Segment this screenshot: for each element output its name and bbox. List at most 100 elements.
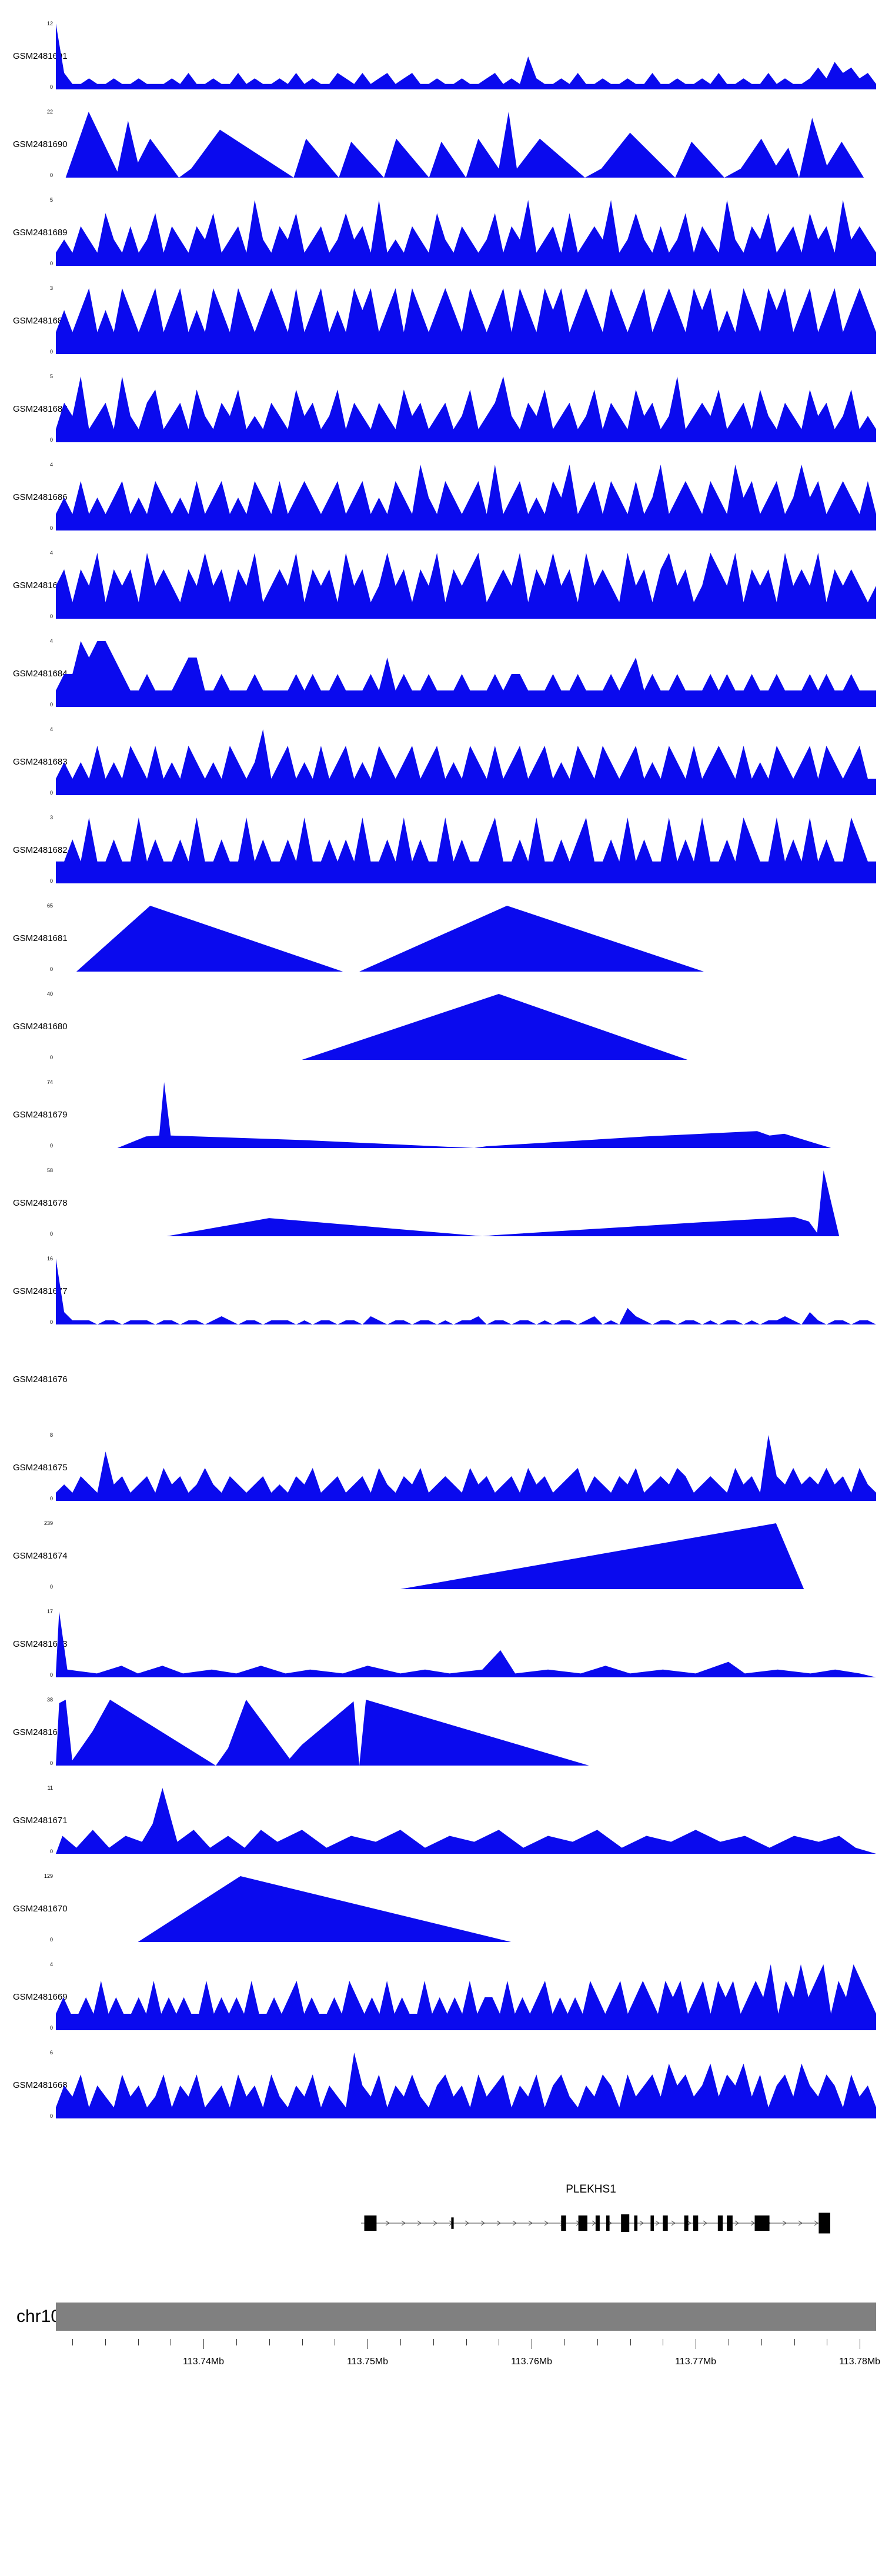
y-axis-max-label: 12 bbox=[46, 21, 53, 26]
exon-box bbox=[561, 2215, 566, 2231]
y-axis-max-label: 4 bbox=[49, 1961, 53, 1967]
strand-arrow-icon bbox=[734, 2220, 739, 2226]
signal-plot bbox=[56, 1964, 876, 2030]
gene-name-label: PLEKHS1 bbox=[566, 2183, 616, 2195]
signal-area bbox=[56, 112, 876, 178]
signal-track: GSM2481689 5 0 bbox=[0, 197, 882, 288]
signal-plot bbox=[56, 288, 876, 354]
track-label: GSM2481691 bbox=[13, 51, 68, 61]
exon-box bbox=[650, 2215, 654, 2231]
ruler-minor-tick bbox=[302, 2339, 303, 2345]
signal-area bbox=[56, 994, 876, 1060]
chromosome-label: chr10 bbox=[16, 2307, 61, 2326]
signal-area bbox=[56, 729, 876, 795]
signal-area bbox=[56, 1964, 876, 2030]
strand-arrow-icon bbox=[814, 2220, 818, 2226]
strand-arrow-icon bbox=[433, 2220, 437, 2226]
y-axis-zero-label: 0 bbox=[49, 966, 53, 972]
ruler-label: 113.75Mb bbox=[347, 2357, 389, 2367]
track-label: GSM2481680 bbox=[13, 1022, 68, 1032]
track-label: GSM2481672 bbox=[13, 1727, 68, 1737]
strand-arrow-icon bbox=[496, 2220, 501, 2226]
track-label: GSM2481690 bbox=[13, 139, 68, 149]
y-axis-zero-label: 0 bbox=[49, 1760, 53, 1766]
y-axis-max-label: 11 bbox=[47, 1785, 53, 1791]
signal-plot bbox=[56, 553, 876, 619]
signal-track: GSM2481671 11 0 bbox=[0, 1785, 882, 1876]
y-axis-max-label: 16 bbox=[46, 1256, 53, 1262]
track-label: GSM2481676 bbox=[13, 1374, 68, 1384]
signal-area bbox=[56, 906, 876, 972]
y-axis-zero-label: 0 bbox=[49, 1496, 53, 1501]
signal-track: GSM2481690 22 0 bbox=[0, 109, 882, 200]
y-axis-max-label: 5 bbox=[49, 373, 53, 379]
strand-arrow-icon bbox=[401, 2220, 406, 2226]
strand-arrow-icon bbox=[417, 2220, 422, 2226]
exon-box bbox=[684, 2215, 689, 2231]
signal-plot bbox=[56, 1611, 876, 1677]
y-axis-zero-label: 0 bbox=[49, 525, 53, 531]
y-axis-max-label: 8 bbox=[49, 1432, 53, 1438]
signal-plot bbox=[56, 1788, 876, 1854]
strand-arrow-icon bbox=[703, 2220, 707, 2226]
y-axis-zero-label: 0 bbox=[49, 878, 53, 884]
signal-area bbox=[56, 1611, 876, 1677]
exon-box bbox=[754, 2215, 770, 2231]
signal-track: GSM2481670 129 0 bbox=[0, 1873, 882, 1964]
strand-arrow-icon bbox=[528, 2220, 533, 2226]
strand-arrow-icon bbox=[750, 2220, 755, 2226]
strand-arrow-icon bbox=[385, 2220, 390, 2226]
signal-plot bbox=[56, 1876, 876, 1942]
track-label: GSM2481685 bbox=[13, 580, 68, 590]
signal-area bbox=[56, 1523, 876, 1589]
signal-track: GSM2481676 bbox=[0, 1347, 882, 1435]
exon-box bbox=[621, 2214, 630, 2232]
track-label: GSM2481677 bbox=[13, 1286, 68, 1296]
signal-track: GSM2481679 74 0 bbox=[0, 1079, 882, 1170]
signal-track: GSM2481687 5 0 bbox=[0, 373, 882, 465]
signal-area bbox=[56, 1259, 876, 1324]
signal-track: GSM2481684 4 0 bbox=[0, 638, 882, 729]
y-axis-max-label: 5 bbox=[49, 197, 53, 203]
signal-area bbox=[56, 465, 876, 530]
strand-arrow-icon bbox=[687, 2220, 691, 2226]
y-axis-max-label: 4 bbox=[49, 550, 53, 556]
signal-plot bbox=[56, 1700, 876, 1766]
ruler-minor-tick bbox=[630, 2339, 631, 2345]
signal-area bbox=[56, 200, 876, 266]
strand-arrow-icon bbox=[782, 2220, 787, 2226]
track-label: GSM2481679 bbox=[13, 1110, 68, 1120]
track-label: GSM2481678 bbox=[13, 1198, 68, 1208]
y-axis-max-label: 129 bbox=[44, 1873, 53, 1879]
signal-track: GSM2481674 239 0 bbox=[0, 1520, 882, 1611]
signal-track: GSM2481677 16 0 bbox=[0, 1256, 882, 1347]
y-axis-zero-label: 0 bbox=[49, 1319, 53, 1325]
y-axis-zero-label: 0 bbox=[49, 1937, 53, 1943]
ruler-minor-tick bbox=[564, 2339, 565, 2345]
chromosome-row: chr10 bbox=[0, 2303, 882, 2331]
y-axis-max-label: 17 bbox=[46, 1609, 53, 1614]
strand-arrow-icon bbox=[671, 2220, 676, 2226]
y-axis-zero-label: 0 bbox=[49, 613, 53, 619]
track-label: GSM2481681 bbox=[13, 933, 68, 943]
gene-model bbox=[360, 2213, 830, 2234]
track-label: GSM2481671 bbox=[13, 1816, 68, 1826]
ruler-major-tick bbox=[203, 2339, 205, 2349]
strand-arrow-icon bbox=[465, 2220, 469, 2226]
signal-track: GSM2481678 58 0 bbox=[0, 1167, 882, 1259]
y-axis-max-label: 40 bbox=[46, 991, 53, 997]
strand-arrow-icon bbox=[798, 2220, 803, 2226]
signal-area bbox=[56, 288, 876, 354]
y-axis-zero-label: 0 bbox=[49, 1672, 53, 1678]
exon-box bbox=[606, 2215, 610, 2231]
signal-track: GSM2481691 12 0 bbox=[0, 21, 882, 112]
signal-track: GSM2481680 40 0 bbox=[0, 991, 882, 1082]
exon-box bbox=[634, 2215, 638, 2231]
ruler-minor-tick bbox=[400, 2339, 401, 2345]
track-label: GSM2481675 bbox=[13, 1463, 68, 1473]
track-label: GSM2481688 bbox=[13, 316, 68, 326]
exon-box bbox=[818, 2213, 830, 2234]
signal-track: GSM2481686 4 0 bbox=[0, 462, 882, 553]
track-label: GSM2481673 bbox=[13, 1639, 68, 1649]
coordinate-ruler: 113.74Mb 113.75Mb 113.76Mb 113.77Mb 113.78Mb bbox=[56, 2331, 880, 2384]
